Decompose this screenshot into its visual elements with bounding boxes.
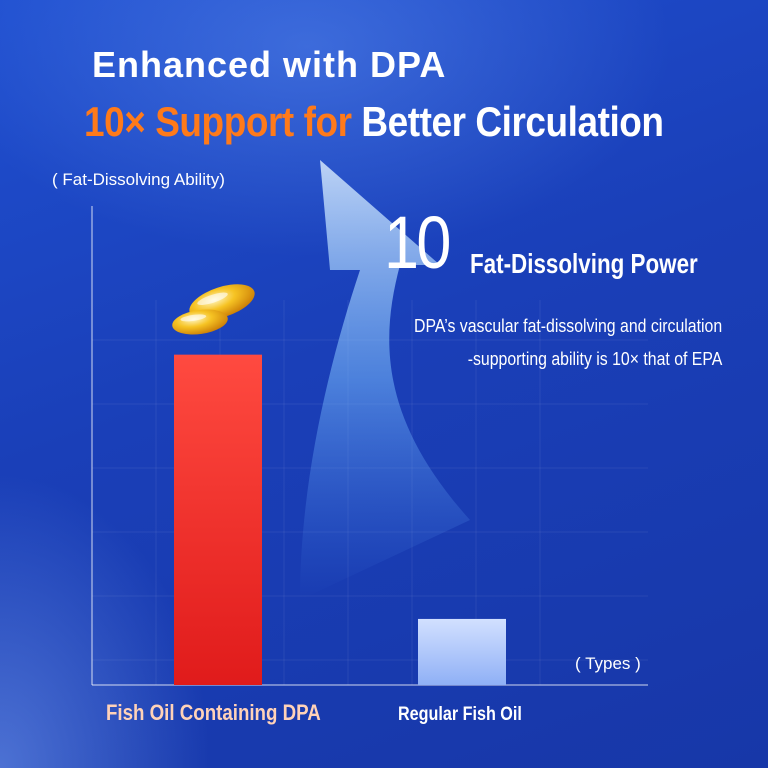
category-label-dpa: Fish Oil Containing DPA <box>106 700 321 725</box>
callout-description-line1: DPA’s vascular fat-dissolving and circul… <box>413 316 722 336</box>
callout-description-line2: -supporting ability is 10× that of EPA <box>467 349 722 369</box>
subhead-accent: 10× Support for <box>84 98 352 145</box>
bar-dpa <box>174 354 262 685</box>
up-arrow-icon <box>300 160 470 600</box>
capsule-icon <box>172 284 255 335</box>
subhead-rest: Better Circulation <box>361 98 664 145</box>
y-axis-label: ( Fat-Dissolving Ability) <box>52 170 225 189</box>
headline: Enhanced with DPA <box>92 44 447 85</box>
bar-regular <box>418 618 506 685</box>
callout-label: Fat-Dissolving Power <box>470 248 698 279</box>
category-label-regular: Regular Fish Oil <box>398 704 522 725</box>
callout-number: 10 <box>384 201 451 284</box>
x-axis-label: ( Types ) <box>575 654 641 673</box>
subheadline: 10× Support for Better Circulation <box>84 98 664 146</box>
bars <box>174 354 506 685</box>
